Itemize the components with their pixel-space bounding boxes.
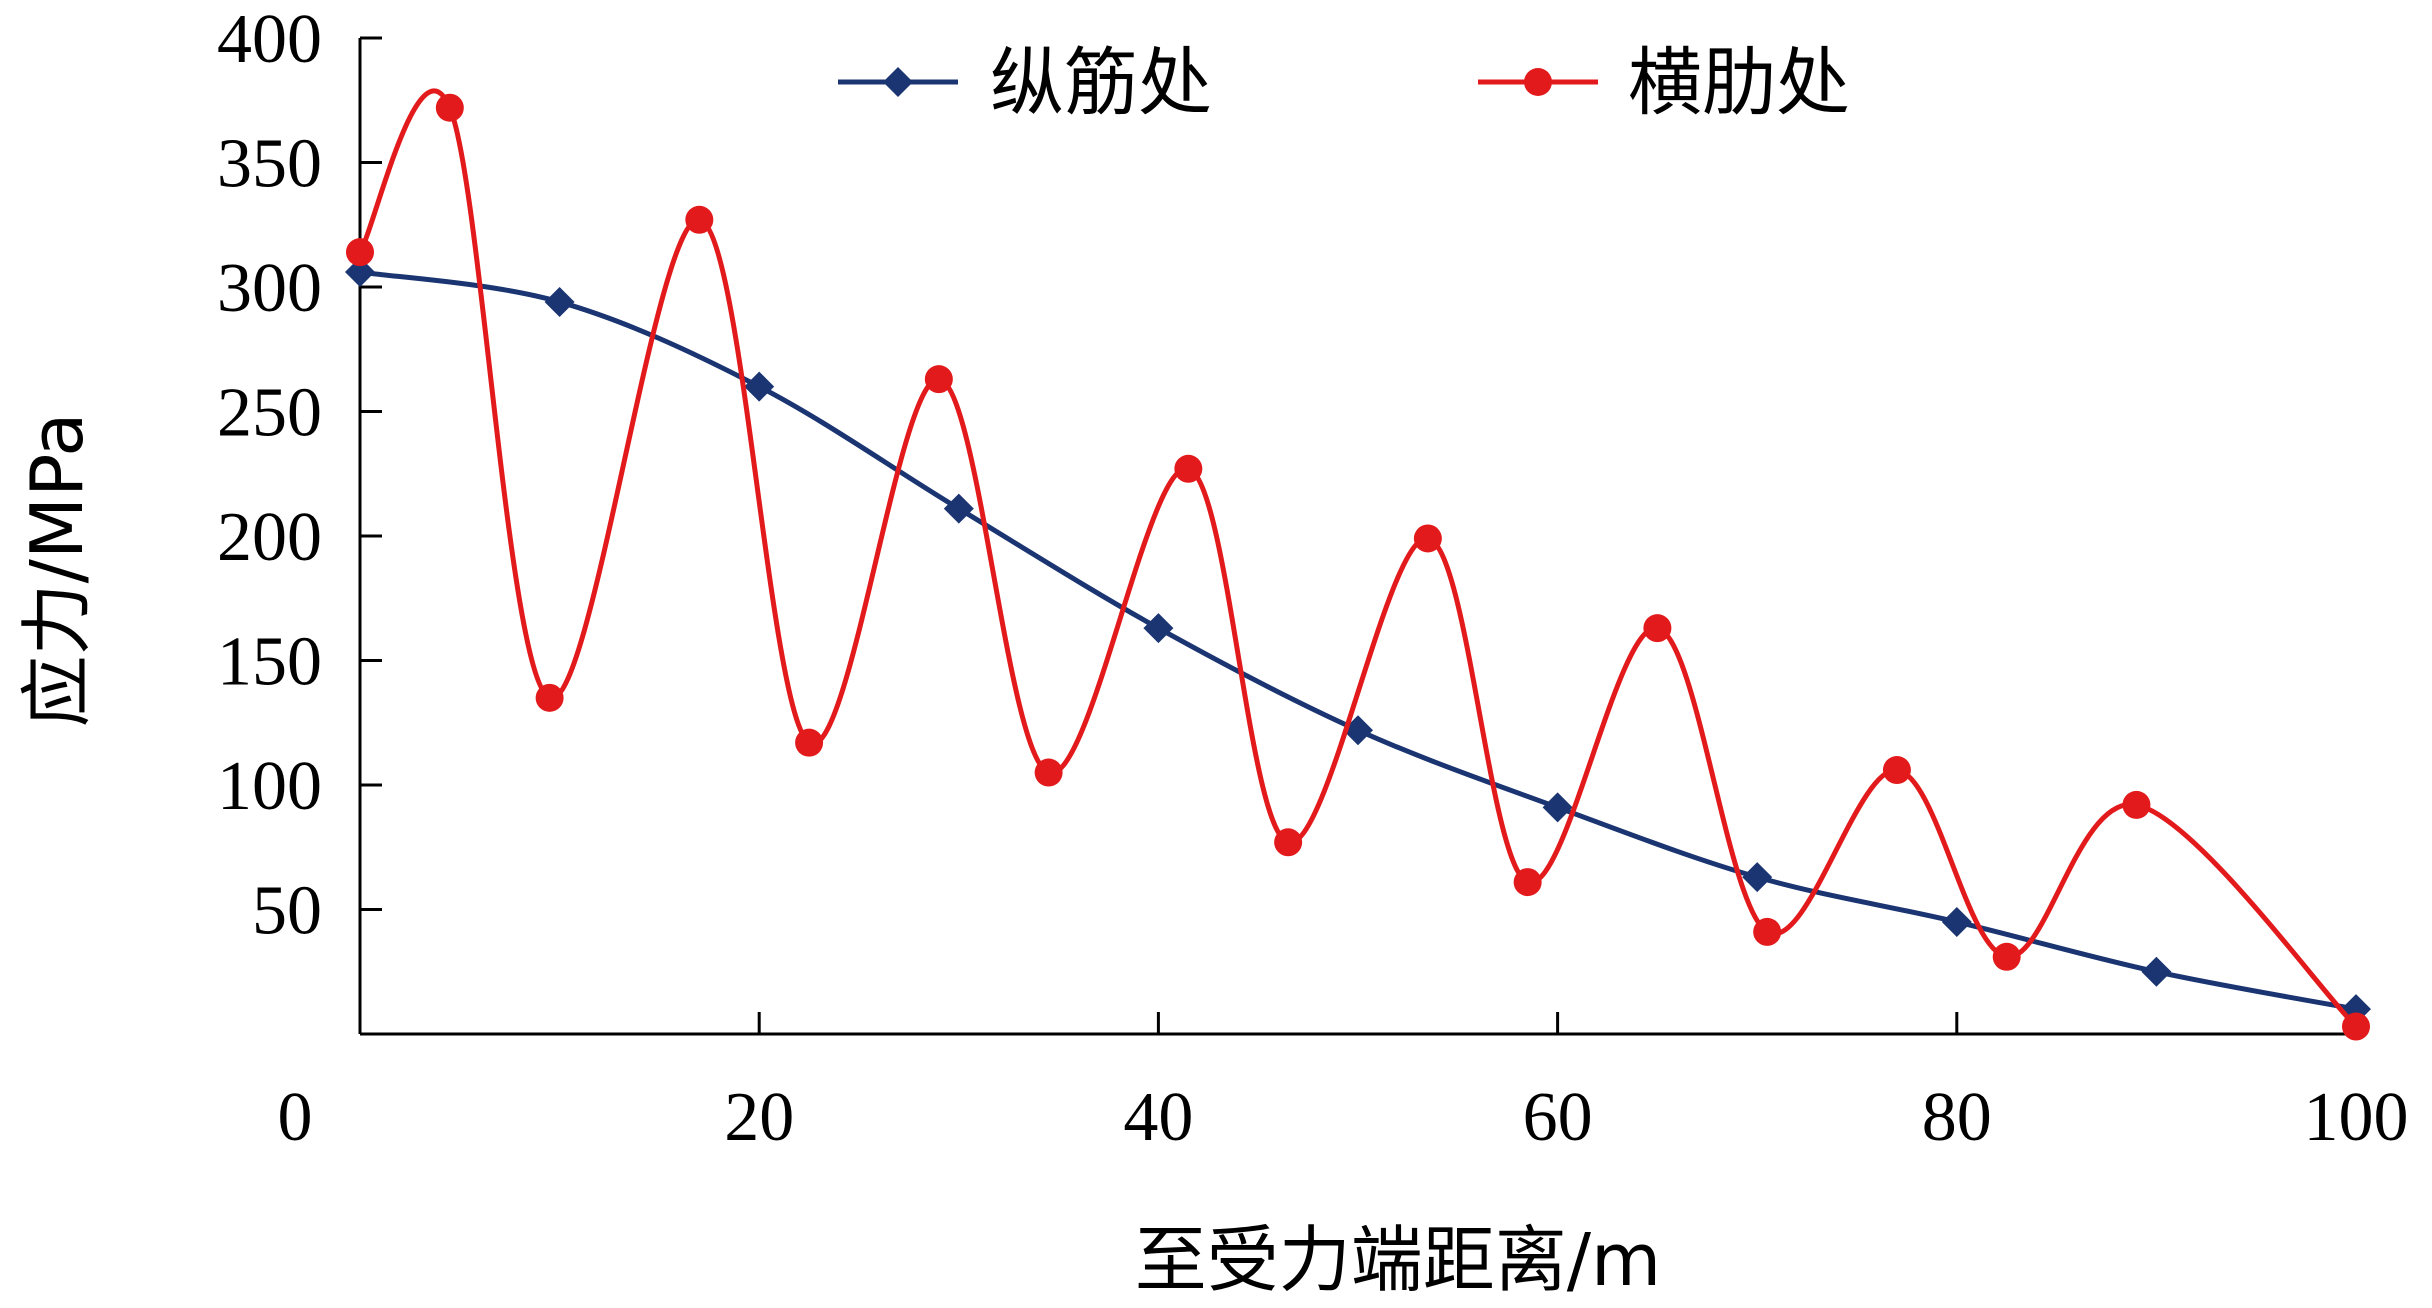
data-point xyxy=(943,493,974,524)
x-tick-label: 40 xyxy=(1123,1079,1193,1156)
series-1 xyxy=(345,257,2371,1025)
data-point xyxy=(435,93,464,122)
series-2 xyxy=(346,88,2370,1041)
x-axis-title: 至受力端距离/m xyxy=(1135,1218,1661,1302)
x-tick-label: 0 xyxy=(278,1079,313,1156)
data-point xyxy=(2342,1012,2370,1041)
series-layer xyxy=(345,88,2371,1041)
data-point xyxy=(1274,828,1303,857)
data-point xyxy=(346,238,374,267)
data-point xyxy=(1882,756,1911,785)
data-point xyxy=(1742,862,1773,893)
data-point xyxy=(2141,956,2172,987)
legend: 纵筋处 横肋处 xyxy=(838,40,1850,126)
y-tick-label: 100 xyxy=(217,748,322,825)
data-point xyxy=(345,257,375,288)
data-point xyxy=(535,683,564,712)
axes xyxy=(358,38,2356,1036)
data-point xyxy=(1174,454,1203,483)
y-tick-label: 250 xyxy=(217,375,322,452)
y-tick-label: 300 xyxy=(217,250,322,327)
data-point xyxy=(1513,868,1542,897)
y-ticks: 50 100 150 200 250 300 350 400 xyxy=(217,1,382,950)
data-point xyxy=(1143,613,1174,644)
data-point xyxy=(2122,790,2151,819)
data-point xyxy=(1413,524,1442,553)
y-axis-title: 应力/MPa xyxy=(15,413,99,728)
legend-item: 纵筋处 xyxy=(838,40,1212,126)
y-tick-label: 150 xyxy=(217,624,322,701)
data-point xyxy=(795,728,824,757)
y-tick-label: 200 xyxy=(217,499,322,576)
x-tick-label: 60 xyxy=(1523,1079,1593,1156)
y-tick-label: 400 xyxy=(217,1,322,78)
x-tick-label: 80 xyxy=(1922,1079,1992,1156)
legend-marker xyxy=(1524,68,1552,96)
y-tick-label: 50 xyxy=(252,873,322,950)
legend-marker xyxy=(883,67,913,97)
data-point xyxy=(544,286,575,317)
legend-item: 横肋处 xyxy=(1478,40,1850,126)
x-ticks: 0 20 40 60 80 100 xyxy=(278,1012,2409,1156)
x-tick-label: 100 xyxy=(2304,1079,2409,1156)
data-point xyxy=(1542,792,1573,823)
data-point xyxy=(1034,758,1063,787)
data-point xyxy=(744,371,775,402)
data-point xyxy=(1643,614,1672,643)
data-point xyxy=(1992,942,2021,971)
x-tick-label: 20 xyxy=(724,1079,794,1156)
legend-label: 纵筋处 xyxy=(990,40,1212,126)
legend-label: 横肋处 xyxy=(1628,40,1850,126)
data-point xyxy=(685,205,714,234)
data-point xyxy=(1753,917,1782,946)
y-tick-label: 350 xyxy=(217,126,322,203)
data-point xyxy=(924,365,953,394)
series-line xyxy=(357,88,2358,1029)
data-point xyxy=(1941,906,1972,937)
